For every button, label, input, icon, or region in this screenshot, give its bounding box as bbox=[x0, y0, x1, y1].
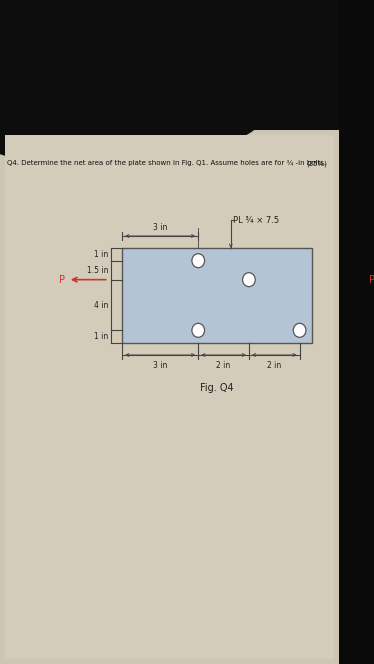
Bar bbox=[122, 248, 312, 343]
Ellipse shape bbox=[0, 0, 288, 169]
Text: 1 in: 1 in bbox=[94, 250, 108, 259]
Text: 2 in: 2 in bbox=[267, 361, 281, 370]
Circle shape bbox=[243, 273, 255, 287]
Circle shape bbox=[192, 323, 205, 337]
Text: P: P bbox=[59, 275, 65, 285]
Bar bbox=[0, 0, 338, 130]
Text: 2 in: 2 in bbox=[217, 361, 231, 370]
Text: P: P bbox=[369, 275, 374, 285]
Circle shape bbox=[192, 254, 205, 268]
Text: (25%): (25%) bbox=[307, 160, 328, 167]
Text: PL ¾ × 7.5: PL ¾ × 7.5 bbox=[233, 216, 279, 224]
Text: Q4. Determine the net area of the plate shown in Fig. Q1. Assume holes are for ¾: Q4. Determine the net area of the plate … bbox=[7, 160, 327, 166]
Text: 1 in: 1 in bbox=[94, 332, 108, 341]
Circle shape bbox=[293, 323, 306, 337]
Text: 3 in: 3 in bbox=[153, 223, 168, 232]
Bar bbox=[4, 135, 334, 659]
Text: 1.5 in: 1.5 in bbox=[87, 266, 108, 275]
Text: 3 in: 3 in bbox=[153, 361, 168, 370]
Text: Fig. Q4: Fig. Q4 bbox=[200, 383, 234, 393]
Text: 4 in: 4 in bbox=[94, 301, 108, 309]
Bar bbox=[0, 130, 338, 664]
